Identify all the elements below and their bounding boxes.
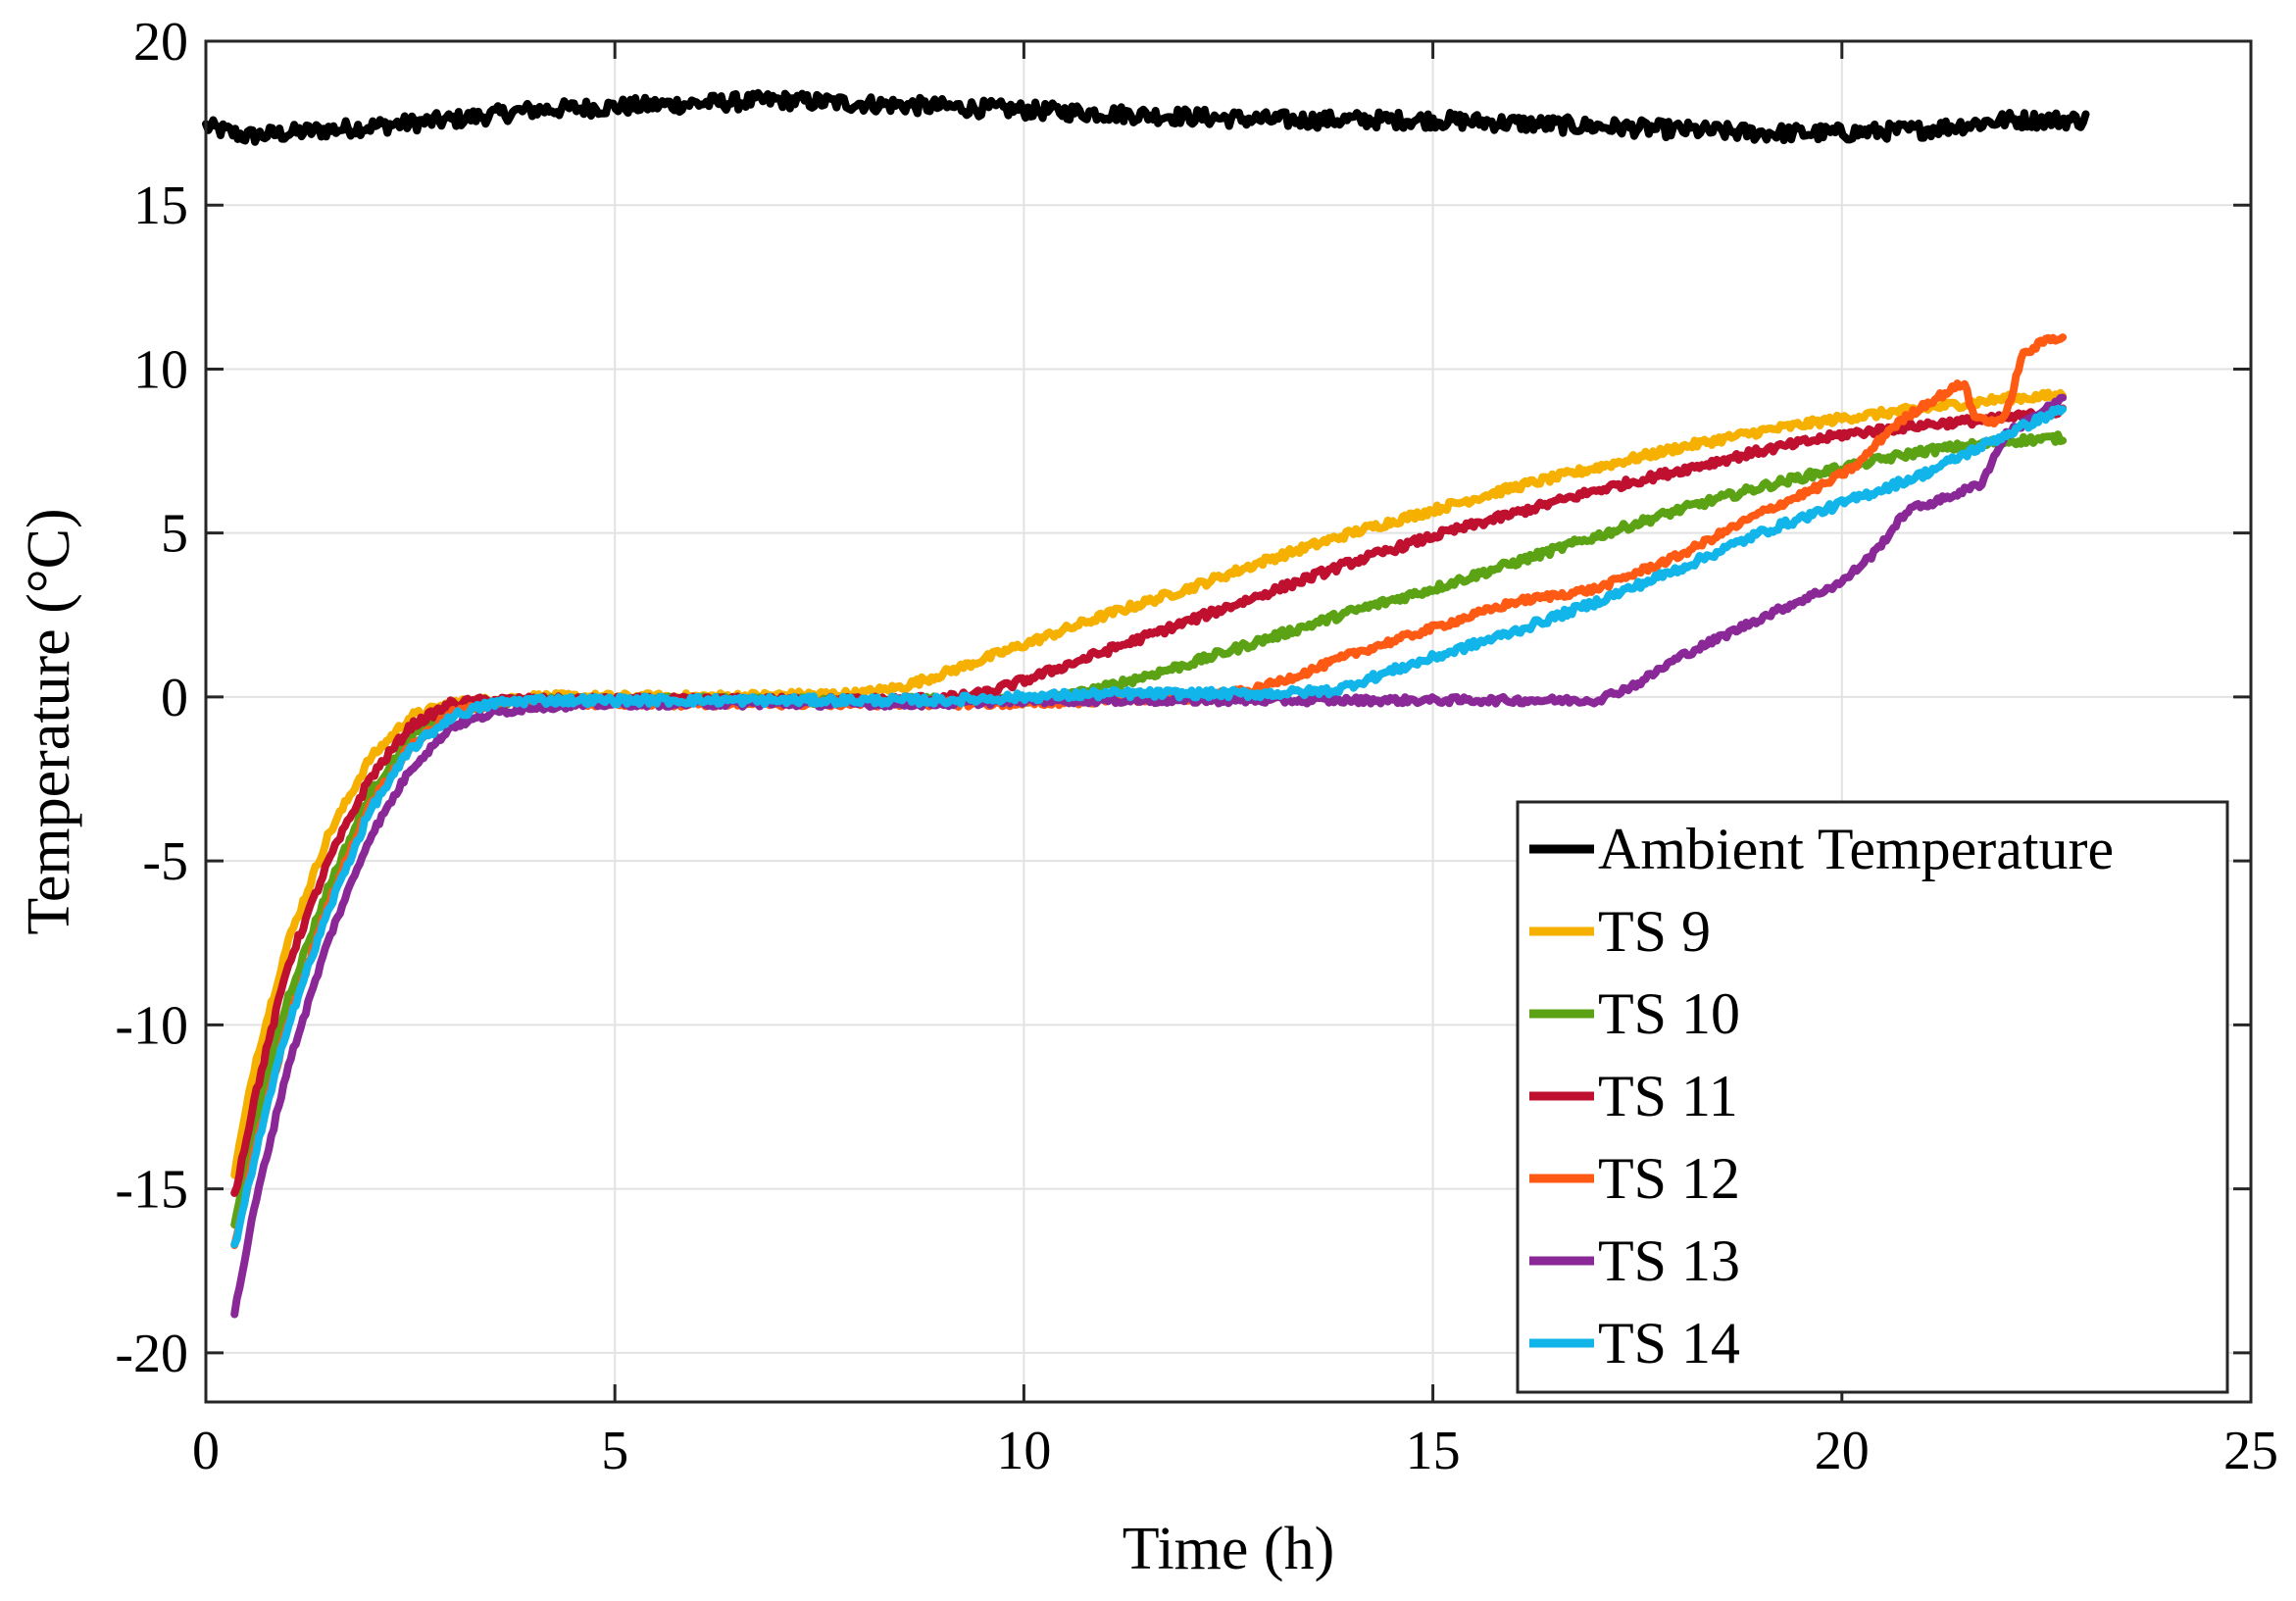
axes-frame (204, 39, 2253, 1404)
x-tick-label: 10 (996, 1421, 1051, 1481)
legend-label-ts-11: TS 11 (1598, 1064, 1738, 1128)
legend-box (1516, 800, 2229, 1394)
y-tick-label: 0 (161, 668, 188, 728)
series-line-ts-13 (230, 393, 2068, 1319)
series-line-ambient-temperature (202, 88, 2090, 146)
x-axis-ticks: 0 5 10 15 20 25 (192, 41, 2278, 1481)
y-tick-label: -15 (115, 1160, 188, 1221)
y-axis-label: Temperature (°C) (16, 508, 82, 934)
x-axis-label: Time (h) (1123, 1516, 1334, 1582)
x-tick-label: 5 (601, 1421, 628, 1481)
legend-label-ts-9: TS 9 (1598, 899, 1711, 964)
y-axis-ticks: 20 15 10 5 0 -5 -10 -15 -20 (115, 12, 2251, 1384)
legend-label-ambient-temperature: Ambient Temperature (1598, 817, 2114, 881)
legend: Ambient Temperature TS 9 TS 10 TS 11 TS 12 TS… (1516, 800, 2229, 1394)
y-tick-label: -20 (115, 1324, 188, 1384)
y-tick-label: 10 (133, 339, 188, 400)
y-tick-label: 5 (161, 504, 188, 565)
y-tick-label: -10 (115, 995, 188, 1056)
series-line-ts-14 (230, 404, 2068, 1249)
y-tick-label: 15 (133, 175, 188, 236)
y-tick-label: -5 (142, 831, 188, 892)
x-tick-label: 15 (1406, 1421, 1461, 1481)
legend-label-ts-14: TS 14 (1598, 1311, 1740, 1376)
legend-label-ts-10: TS 10 (1598, 981, 1740, 1046)
x-tick-label: 20 (1815, 1421, 1870, 1481)
y-tick-label: 20 (133, 12, 188, 73)
data-series (202, 88, 2090, 1319)
x-tick-label: 25 (2223, 1421, 2278, 1481)
legend-label-ts-12: TS 12 (1598, 1146, 1740, 1211)
legend-label-ts-13: TS 13 (1598, 1228, 1740, 1293)
x-tick-label: 0 (192, 1421, 220, 1481)
